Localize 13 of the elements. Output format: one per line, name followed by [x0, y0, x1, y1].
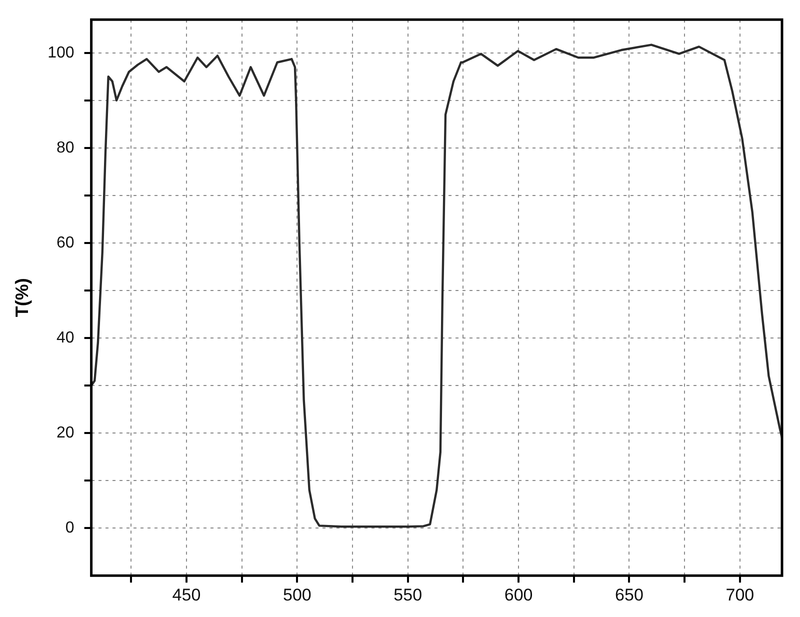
y-tick-label: 40	[56, 329, 74, 346]
y-tick-label: 60	[56, 234, 74, 252]
x-tick-label: 450	[172, 585, 201, 604]
y-axis-title: T(%)	[12, 278, 32, 318]
y-tick-label: 80	[56, 139, 74, 156]
x-tick-label: 500	[282, 585, 312, 604]
y-tick-label: 100	[48, 44, 74, 62]
x-tick-label: 650	[615, 585, 644, 604]
x-tick-label: 550	[394, 585, 422, 604]
y-tick-label: 20	[56, 424, 74, 442]
x-tick-label: 700	[726, 585, 754, 604]
y-tick-label: 0	[65, 519, 74, 536]
x-tick-label: 600	[504, 585, 533, 604]
